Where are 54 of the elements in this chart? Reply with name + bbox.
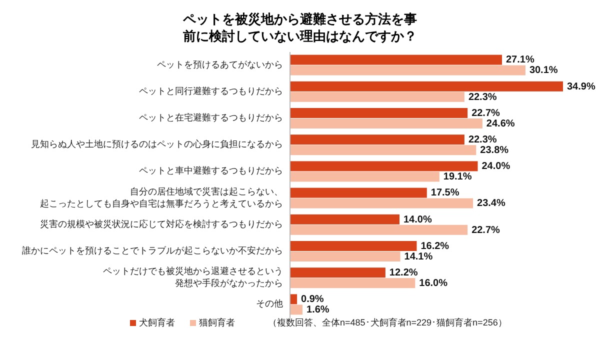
bar: [290, 304, 303, 315]
bar: [290, 54, 502, 65]
legend-label: 犬飼育者: [139, 317, 175, 328]
y-tick-label: ペットと同行避難するつもりだから: [139, 86, 283, 96]
bar: [290, 92, 464, 102]
bar: [290, 198, 474, 208]
data-label: 23.4%: [477, 198, 506, 210]
data-label: 16.2%: [420, 240, 450, 252]
bar: [290, 81, 563, 92]
data-label: 24.0%: [482, 161, 510, 172]
bar: [290, 65, 526, 76]
bar: [290, 278, 416, 288]
bar: [290, 294, 298, 304]
y-tick-label: ペットを預けるあてがないから: [157, 60, 283, 70]
data-label: 0.9%: [301, 294, 324, 306]
data-label: 12.2%: [389, 267, 418, 278]
bar: [290, 172, 440, 182]
chart-title: ペットを被災地から避難させる方法を事前に検討していない理由はなんですか？: [182, 12, 417, 44]
bar: [290, 224, 468, 235]
data-label: 19.1%: [443, 172, 472, 183]
data-label: 22.7%: [472, 224, 500, 236]
y-tick-label: 災害の規模や被災状況に応じて対応を検討するつもりだから: [40, 219, 283, 230]
bar: [290, 188, 427, 198]
y-tick-label: 誰かにペットを預けることでトラブルが起こらないか不安だから: [22, 246, 283, 256]
bar: [290, 108, 468, 118]
bar: [290, 161, 478, 172]
data-label: 34.9%: [567, 81, 596, 92]
y-tick-label: ペットと在宅避難するつもりだから: [139, 112, 283, 123]
bar: [290, 268, 386, 278]
bar: [290, 118, 482, 128]
y-tick-label: 自分の居住地域で災害は起こらない、起こったとしても自身や自宅は無事だろうと考えているから: [40, 186, 283, 209]
bar: [290, 145, 476, 156]
bar: [290, 134, 464, 145]
y-tick-label: その他: [256, 299, 283, 310]
data-label: 23.8%: [480, 144, 509, 156]
data-label: 1.6%: [306, 304, 330, 316]
y-tick-label: 見知らぬ人や土地に預けるのはペットの心身に負担になるから: [31, 139, 283, 150]
data-label: 30.1%: [529, 65, 558, 76]
bar: [290, 252, 400, 262]
legend-label: 猫飼育者: [199, 317, 235, 328]
data-label: 22.3%: [468, 92, 497, 103]
y-tick-label: ペットだけでも被災地から退避させるという発想や手段がなかったから: [103, 266, 283, 288]
data-label: 17.5%: [430, 188, 460, 199]
data-label: 22.3%: [468, 134, 497, 146]
y-tick-label: ペットと車中避難するつもりだから: [139, 166, 283, 176]
bar: [290, 214, 400, 224]
data-label: 27.1%: [506, 54, 534, 66]
data-label: 24.6%: [486, 118, 515, 130]
data-label: 16.0%: [419, 278, 448, 289]
bar: [290, 241, 417, 251]
annotation: （複数回答、全体n=485･犬飼育者n=229･猫飼育者n=256）: [268, 317, 507, 328]
data-label: 22.7%: [472, 108, 500, 119]
data-label: 14.1%: [404, 251, 433, 262]
data-label: 14.0%: [404, 214, 432, 226]
